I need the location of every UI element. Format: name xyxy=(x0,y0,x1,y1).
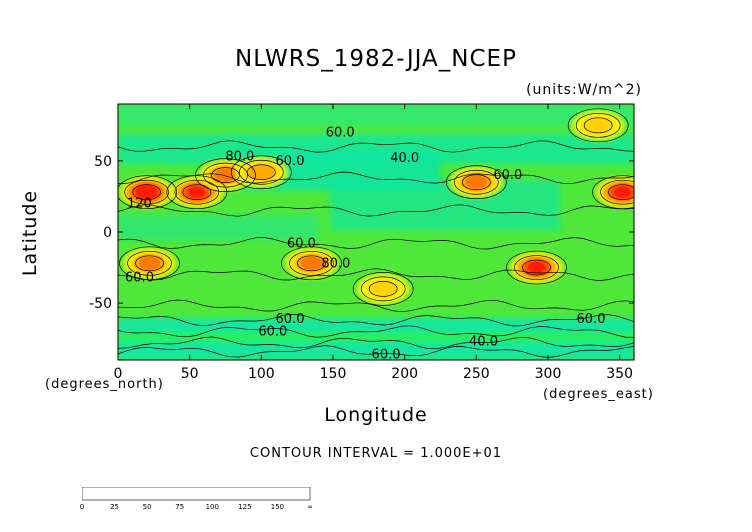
contour-line xyxy=(297,255,326,272)
contour-line xyxy=(118,175,178,210)
contour-lines xyxy=(118,108,634,358)
contour-line xyxy=(166,175,228,210)
y-axis-label: Latitude xyxy=(19,189,41,277)
contour-line xyxy=(352,272,414,306)
contour-line xyxy=(445,165,507,200)
contour-line xyxy=(608,184,634,201)
contour-line xyxy=(132,184,162,201)
contour-label: 40.0 xyxy=(390,151,419,166)
contour-line xyxy=(118,299,634,313)
contour-line xyxy=(124,179,170,205)
y-axis-unit-label: (degrees_north) xyxy=(45,377,164,392)
contour-label: 60.0 xyxy=(125,271,154,286)
hotspot xyxy=(285,248,338,279)
contour-line xyxy=(567,108,629,143)
colorbar-level-label: 25 xyxy=(110,503,120,511)
contour-label: 60.0 xyxy=(258,325,287,340)
y-axis-ticks: -50 0 50 xyxy=(89,154,634,312)
contour-label: 60.0 xyxy=(577,312,606,327)
x-tick-label: 200 xyxy=(391,366,418,382)
contour-line xyxy=(118,237,634,250)
colorbar-level-label: ∞ xyxy=(307,503,313,511)
contour-line xyxy=(368,281,398,297)
contour-label: 60.0 xyxy=(276,154,305,169)
hotspot xyxy=(572,110,625,141)
contour-line xyxy=(238,159,284,185)
contour-line xyxy=(360,276,406,302)
contour-line xyxy=(583,117,613,134)
colorbar-level-label: 100 xyxy=(205,503,219,511)
contour-line xyxy=(118,140,634,153)
contour-line xyxy=(246,164,276,181)
contour-line xyxy=(522,259,551,276)
colorbar-level-label: 0 xyxy=(79,503,85,511)
hotspot xyxy=(596,177,634,208)
contour-line xyxy=(127,250,172,276)
contour-line xyxy=(118,314,634,327)
hotspot xyxy=(123,248,176,279)
x-axis-unit-label: (degrees_east) xyxy=(543,387,654,402)
contour-label: 60.0 xyxy=(276,312,305,327)
x-tick-label: 0 xyxy=(114,366,123,382)
contour-line xyxy=(118,268,634,281)
contour-line xyxy=(211,167,240,183)
contour-label: 60.0 xyxy=(326,125,355,140)
contour-label: 60.0 xyxy=(493,168,522,183)
colorbar-level-label: 150 xyxy=(270,503,285,511)
contour-label: 60.0 xyxy=(287,236,316,251)
x-axis-ticks: 0 50 100 150 200 250 300 350 xyxy=(114,104,633,382)
hotspot xyxy=(510,252,563,283)
contour-line xyxy=(118,325,634,338)
x-tick-label: 300 xyxy=(535,366,562,382)
contour-line xyxy=(203,162,248,188)
contour-line xyxy=(135,255,164,272)
chart-title: NLWRS_1982-JJA_NCEP xyxy=(235,46,517,72)
contour-line xyxy=(118,336,634,350)
contour-line xyxy=(461,174,491,191)
y-tick-label: 0 xyxy=(103,225,112,241)
contour-line xyxy=(506,250,567,285)
contour-line xyxy=(514,255,559,280)
contour-line xyxy=(575,112,621,138)
contour-line xyxy=(281,246,342,281)
hotspot xyxy=(120,177,173,208)
contour-line xyxy=(230,155,292,190)
contour-label: 80.0 xyxy=(225,150,254,165)
y-tick-label: 50 xyxy=(94,154,112,170)
x-tick-label: 50 xyxy=(181,366,199,382)
y-tick-label: -50 xyxy=(89,296,112,312)
x-tick-label: 100 xyxy=(248,366,275,382)
contour-line xyxy=(182,184,212,201)
units-label: (units:W/m^2) xyxy=(526,82,642,98)
x-tick-label: 350 xyxy=(606,366,633,382)
hotspot xyxy=(357,273,410,304)
contour-line xyxy=(118,204,634,217)
contour-label: 80.0 xyxy=(321,256,350,271)
contour-line xyxy=(453,169,499,195)
colorbar-level-label: 50 xyxy=(142,503,152,511)
contour-line xyxy=(289,250,334,276)
contour-line xyxy=(118,171,634,185)
x-tick-label: 250 xyxy=(463,366,490,382)
contour-label: 120 xyxy=(127,197,152,212)
hotspot-layer xyxy=(120,110,634,304)
x-tick-label: 150 xyxy=(320,366,347,382)
contour-label: 40.0 xyxy=(469,335,498,350)
colorbar-level-label: 125 xyxy=(238,503,252,511)
colorbar-level-label: 75 xyxy=(175,503,185,511)
contour-line xyxy=(600,179,634,205)
contour-label: 60.0 xyxy=(372,347,401,362)
contour-interval-note: CONTOUR INTERVAL = 1.000E+01 xyxy=(249,446,503,461)
contour-labels: 60.080.0 60.0 40.060.012060.080.060.060.06… xyxy=(125,125,606,362)
x-axis-label: Longitude xyxy=(324,404,428,426)
